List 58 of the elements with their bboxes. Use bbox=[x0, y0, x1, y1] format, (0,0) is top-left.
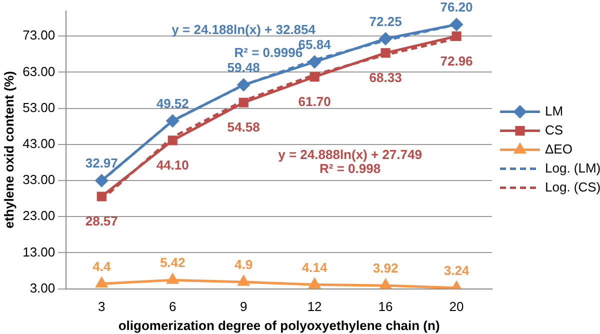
data-label: 61.70 bbox=[298, 94, 331, 109]
data-label: 68.33 bbox=[369, 70, 402, 86]
data-label: 4.9 bbox=[234, 257, 253, 272]
y-tick-label: 63.00 bbox=[22, 64, 56, 79]
data-label: 3.92 bbox=[372, 260, 398, 276]
annotation: y = 24.188ln(x) + 32.854 bbox=[172, 22, 316, 38]
data-label: 76.20 bbox=[440, 0, 473, 15]
point bbox=[167, 274, 178, 284]
point bbox=[238, 276, 250, 286]
data-label: 28.57 bbox=[85, 214, 118, 229]
x-tick-label: 20 bbox=[449, 299, 464, 314]
data-label: 44.10 bbox=[156, 157, 189, 172]
y-tick-label: 3.00 bbox=[30, 280, 56, 296]
data-label: 59.48 bbox=[227, 60, 260, 75]
y-tick-label: 23.00 bbox=[22, 208, 56, 224]
point bbox=[96, 277, 108, 288]
point bbox=[166, 114, 179, 128]
x-tick-label: 3 bbox=[98, 299, 106, 314]
data-label: 54.58 bbox=[227, 120, 260, 135]
legend-label: Log. (CS) bbox=[545, 179, 600, 194]
point bbox=[380, 48, 390, 58]
x-tick-label: 9 bbox=[240, 299, 248, 314]
data-label: 72.25 bbox=[369, 14, 402, 29]
x-axis-title: oligomerization degree of polyoxyethylene chain (n) bbox=[118, 318, 440, 333]
x-tick-label: 16 bbox=[378, 299, 393, 314]
point bbox=[379, 32, 392, 46]
point bbox=[237, 78, 250, 92]
legend-label: LM bbox=[545, 103, 564, 118]
data-label: 4.4 bbox=[92, 258, 112, 274]
annotation: y = 24.888ln(x) + 27.749 bbox=[278, 146, 422, 162]
y-axis-title: ethylene oxid content (%) bbox=[1, 71, 16, 229]
legend-label: CS bbox=[545, 122, 564, 138]
point bbox=[308, 56, 321, 68]
point bbox=[308, 278, 320, 288]
legend-label: ΔEO bbox=[545, 141, 572, 156]
data-label: 32.97 bbox=[85, 156, 118, 171]
y-tick-label: 33.00 bbox=[22, 172, 56, 188]
legend-label: Log. (LM) bbox=[545, 160, 600, 176]
data-label: 4.14 bbox=[302, 260, 328, 275]
data-label: 49.52 bbox=[156, 96, 189, 111]
y-tick-label: 73.00 bbox=[22, 28, 56, 43]
point bbox=[95, 174, 108, 187]
y-tick-label: 53.00 bbox=[22, 100, 56, 115]
point bbox=[380, 279, 392, 289]
x-tick-label: 6 bbox=[168, 299, 176, 314]
x-tick-label: 12 bbox=[307, 299, 322, 314]
y-tick-label: 43.00 bbox=[22, 136, 56, 151]
point bbox=[450, 18, 463, 31]
point bbox=[452, 31, 462, 42]
point bbox=[238, 98, 248, 108]
data-label: 3.24 bbox=[444, 263, 470, 278]
point bbox=[96, 192, 106, 202]
annotation: R² = 0.998 bbox=[320, 161, 381, 176]
data-label: 5.42 bbox=[160, 255, 186, 270]
point bbox=[310, 72, 320, 82]
point bbox=[168, 136, 178, 146]
data-label: 72.96 bbox=[440, 53, 473, 68]
y-tick-label: 13.00 bbox=[22, 244, 56, 260]
